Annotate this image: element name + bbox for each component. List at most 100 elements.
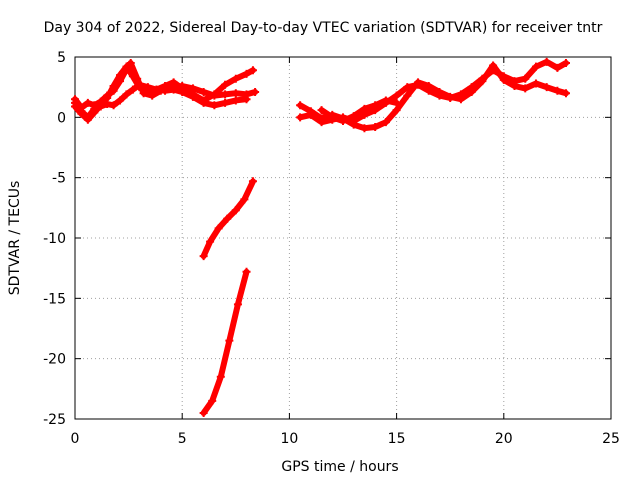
x-tick-label: 20 (495, 431, 513, 447)
data-point (456, 95, 465, 104)
data-point (360, 124, 369, 133)
data-point (199, 252, 208, 261)
data-point (116, 71, 125, 80)
data-point (109, 81, 118, 90)
data-point (90, 104, 99, 113)
x-tick-label: 25 (602, 431, 620, 447)
data-point (169, 85, 178, 94)
data-point (392, 98, 401, 107)
y-tick-label: -5 (52, 171, 66, 187)
data-point (83, 113, 92, 122)
data-point (96, 102, 105, 111)
x-tick-label: 15 (388, 431, 406, 447)
data-point (233, 300, 242, 309)
data-point (446, 92, 455, 101)
data-point (251, 87, 260, 96)
y-tick-label: -20 (43, 352, 66, 368)
data-point (403, 83, 412, 92)
data-point (478, 77, 487, 86)
data-point (221, 90, 230, 99)
y-tick-label: -10 (43, 231, 66, 247)
data-point (152, 85, 161, 94)
data-point (467, 87, 476, 96)
chart-title: Day 304 of 2022, Sidereal Day-to-day VTE… (44, 20, 603, 36)
data-point (128, 72, 137, 81)
data-point (71, 98, 79, 107)
data-point (242, 95, 251, 104)
data-point (231, 74, 240, 83)
data-point (489, 61, 498, 70)
data-point (561, 89, 570, 98)
data-point (206, 237, 215, 246)
data-point (499, 75, 508, 84)
data-point (349, 120, 358, 129)
data-point (221, 98, 230, 107)
data-point (109, 101, 118, 110)
x-tick-label: 0 (71, 431, 80, 447)
data-point (210, 90, 219, 99)
data-point (135, 80, 144, 89)
y-tick-label: 5 (57, 50, 66, 66)
data-point (424, 81, 433, 90)
data-point (553, 86, 562, 95)
data-point (296, 101, 305, 110)
data-point (178, 87, 187, 96)
data-point (371, 101, 380, 110)
data-point (221, 80, 230, 89)
data-point (216, 372, 225, 381)
data-point (103, 100, 112, 109)
data-point (126, 59, 135, 68)
data-point (231, 96, 240, 105)
data-point (208, 396, 217, 405)
data-point (381, 96, 390, 105)
data-point (561, 59, 570, 68)
y-tick-label: -25 (43, 412, 66, 428)
data-point (248, 177, 257, 186)
axis-ticks: 0 5 10 15 20 25 5 0 -5 -10 -15 -20 -25 (43, 50, 620, 447)
data-point (349, 112, 358, 121)
data-point (77, 107, 86, 116)
data-point (242, 267, 251, 276)
data-point (83, 98, 92, 107)
x-axis-label: GPS time / hours (281, 459, 398, 475)
x-tick-label: 5 (178, 431, 187, 447)
data-point (317, 114, 326, 123)
y-axis-label: SDTVAR / TECUs (7, 181, 23, 296)
data-point (371, 122, 380, 131)
data-point (339, 116, 347, 125)
data-point (403, 91, 412, 100)
data-point (381, 118, 390, 127)
data-point (392, 91, 401, 100)
data-point (248, 66, 257, 75)
data-point (531, 79, 540, 88)
data-point (414, 78, 423, 87)
data-point (169, 78, 178, 87)
data-point (521, 74, 530, 83)
data-point (223, 214, 232, 223)
data-point (542, 83, 551, 92)
data-point (116, 96, 125, 105)
y-tick-label: 0 (57, 110, 66, 126)
data-point (306, 107, 315, 116)
data-point (231, 206, 240, 215)
x-tick-label: 10 (280, 431, 298, 447)
data-point (188, 92, 197, 101)
data-point (542, 57, 551, 66)
data-point (242, 69, 251, 78)
y-tick-label: -15 (43, 291, 66, 307)
data-point (122, 62, 131, 71)
data-point (360, 104, 369, 113)
data-point (143, 83, 152, 92)
data-point (240, 195, 249, 204)
grid (75, 57, 611, 419)
data-point (199, 87, 208, 96)
data-point (122, 90, 131, 99)
data-point (214, 224, 223, 233)
data-point (296, 113, 305, 122)
data-point (521, 84, 530, 93)
data-point (128, 85, 137, 94)
data-point (392, 106, 401, 115)
data-point (317, 106, 326, 115)
data-point (328, 113, 337, 122)
